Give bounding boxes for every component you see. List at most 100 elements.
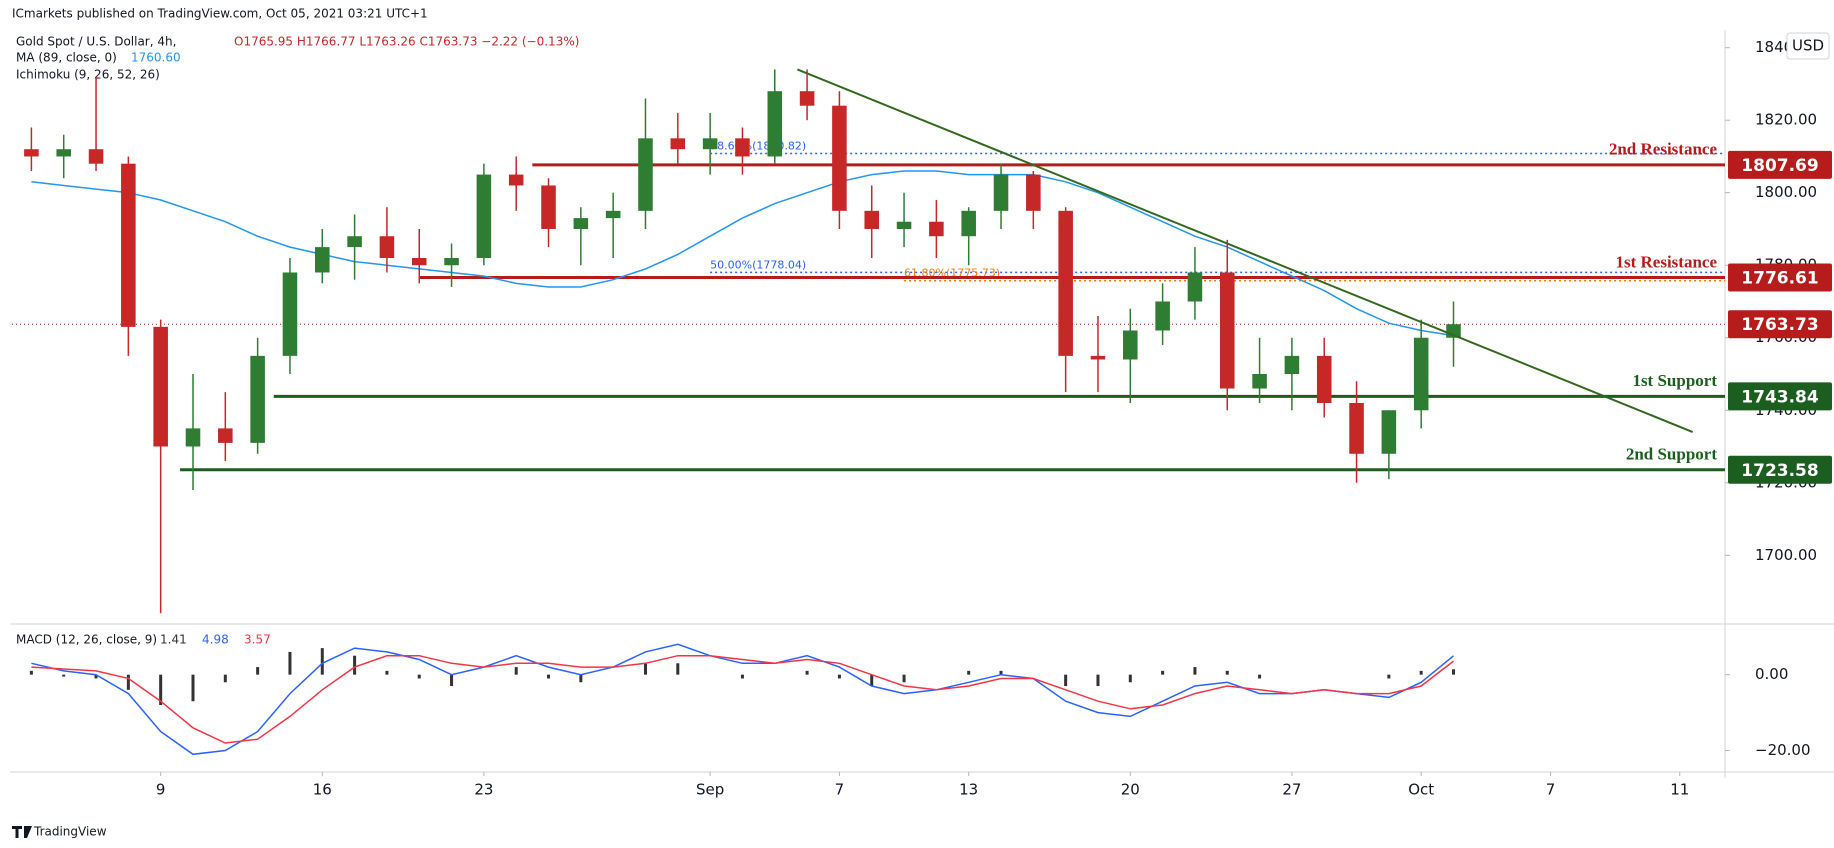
histogram-bar xyxy=(1387,674,1391,679)
logo xyxy=(12,826,32,838)
candle-body xyxy=(1252,374,1267,389)
candle-body xyxy=(1058,210,1073,356)
histogram-bar xyxy=(385,670,389,675)
fib-label: 78.60%(1810.82) xyxy=(710,139,806,152)
histogram-bar xyxy=(256,667,260,675)
histogram-bar xyxy=(353,655,357,675)
histogram-bar xyxy=(547,674,551,679)
moving-average xyxy=(31,170,1454,337)
histogram-bar xyxy=(999,670,1003,675)
candle-body xyxy=(1284,355,1300,375)
level-label: 1st Support xyxy=(1632,371,1717,390)
x-tick-label: 23 xyxy=(474,781,493,799)
histogram-bar xyxy=(805,670,809,675)
currency-box xyxy=(1786,32,1830,60)
candle-body xyxy=(896,221,912,229)
histogram-bar xyxy=(837,674,841,679)
candle-body xyxy=(1219,272,1235,389)
histogram-bar xyxy=(1161,670,1165,675)
candle-body xyxy=(541,185,556,229)
ohlc: O1765.95 H1766.77 L1763.26 C1763.73 −2.2… xyxy=(234,35,579,49)
macd-value: 3.57 xyxy=(244,633,271,647)
level-label: 2nd Support xyxy=(1626,445,1718,464)
price-pane: 78.60%(1810.82)50.00%(1778.04)61.80%(177… xyxy=(12,68,1725,614)
currency: USD xyxy=(1792,37,1824,55)
level-label: 1st Resistance xyxy=(1615,252,1717,271)
candle-body xyxy=(605,210,621,219)
histogram-bar xyxy=(902,674,906,683)
footer: TradingView xyxy=(12,825,107,839)
macd-value: 4.98 xyxy=(202,633,229,647)
candle-body xyxy=(282,272,298,356)
histogram-bar xyxy=(1225,670,1229,675)
x-tick-label: 9 xyxy=(156,781,166,799)
macd-line xyxy=(31,654,1454,744)
candle-body xyxy=(24,149,39,157)
y-tick-label: 0.00 xyxy=(1755,665,1788,683)
candle-body xyxy=(961,210,976,237)
histogram-bar xyxy=(967,670,971,675)
price-tag-label: 1776.61 xyxy=(1741,269,1818,289)
price-tag xyxy=(1728,455,1832,484)
trendline xyxy=(797,68,1694,433)
histogram-bar xyxy=(223,674,227,683)
candle-body xyxy=(1123,330,1138,360)
price-tag xyxy=(1728,382,1832,411)
price-tag-label: 1763.73 xyxy=(1741,315,1818,335)
histogram-bar xyxy=(320,648,324,675)
candle-body xyxy=(411,257,427,266)
price-tag xyxy=(1728,263,1832,292)
histogram-bar xyxy=(29,670,33,675)
histogram-bar xyxy=(191,674,195,702)
ichimoku-label: Ichimoku (9, 26, 52, 26) xyxy=(16,68,160,82)
histogram-bar xyxy=(643,663,647,675)
candle-body xyxy=(185,428,201,447)
symbol: Gold Spot / U.S. Dollar, 4h, xyxy=(16,35,176,49)
histogram-bar xyxy=(676,663,680,675)
y-tick-label: 1800.00 xyxy=(1755,183,1817,201)
brand: TradingView xyxy=(33,825,107,839)
price-tag-label: 1743.84 xyxy=(1741,387,1819,407)
x-tick-label: 20 xyxy=(1121,781,1140,799)
histogram-bar xyxy=(417,674,421,679)
histogram-bar xyxy=(126,674,130,690)
macd-line xyxy=(31,643,1454,756)
candle-body xyxy=(347,236,362,248)
histogram-bar xyxy=(62,674,66,677)
candle-body xyxy=(1413,337,1429,411)
candle-body xyxy=(508,174,524,186)
histogram-bar xyxy=(1193,667,1197,675)
histogram-bar xyxy=(1128,674,1132,683)
candle-body xyxy=(1349,403,1364,454)
x-tick-label: 13 xyxy=(959,781,978,799)
candle-body xyxy=(864,210,880,229)
candle-body xyxy=(1090,355,1106,360)
candle-body xyxy=(1155,301,1170,331)
candle-body xyxy=(573,218,589,229)
candle-body xyxy=(218,428,233,443)
candle-body xyxy=(929,221,944,237)
ma-label: MA (89, close, 0) xyxy=(16,51,117,65)
y-tick-label: −20.00 xyxy=(1755,741,1811,759)
price-tag-label: 1807.69 xyxy=(1741,156,1818,176)
candle-body xyxy=(88,149,104,164)
publisher: ICmarkets published on TradingView.com, … xyxy=(12,7,428,21)
x-tick-label: Sep xyxy=(696,781,724,799)
candle-body xyxy=(444,257,459,266)
candle-body xyxy=(1381,410,1397,454)
candle-body xyxy=(638,138,653,211)
histogram-bar xyxy=(1419,670,1423,675)
candle-body xyxy=(153,326,168,447)
fib-label: 50.00%(1778.04) xyxy=(710,258,806,271)
candle-body xyxy=(670,138,686,150)
x-tick-label: 7 xyxy=(1546,781,1556,799)
candle-body xyxy=(315,247,330,273)
candle-body xyxy=(56,149,71,157)
histogram-bar xyxy=(870,674,874,687)
y-tick-label: 1820.00 xyxy=(1755,111,1817,129)
histogram-bar xyxy=(1064,674,1068,687)
candle-body xyxy=(476,174,492,258)
macd-title: MACD (12, 26, close, 9) xyxy=(16,633,157,647)
